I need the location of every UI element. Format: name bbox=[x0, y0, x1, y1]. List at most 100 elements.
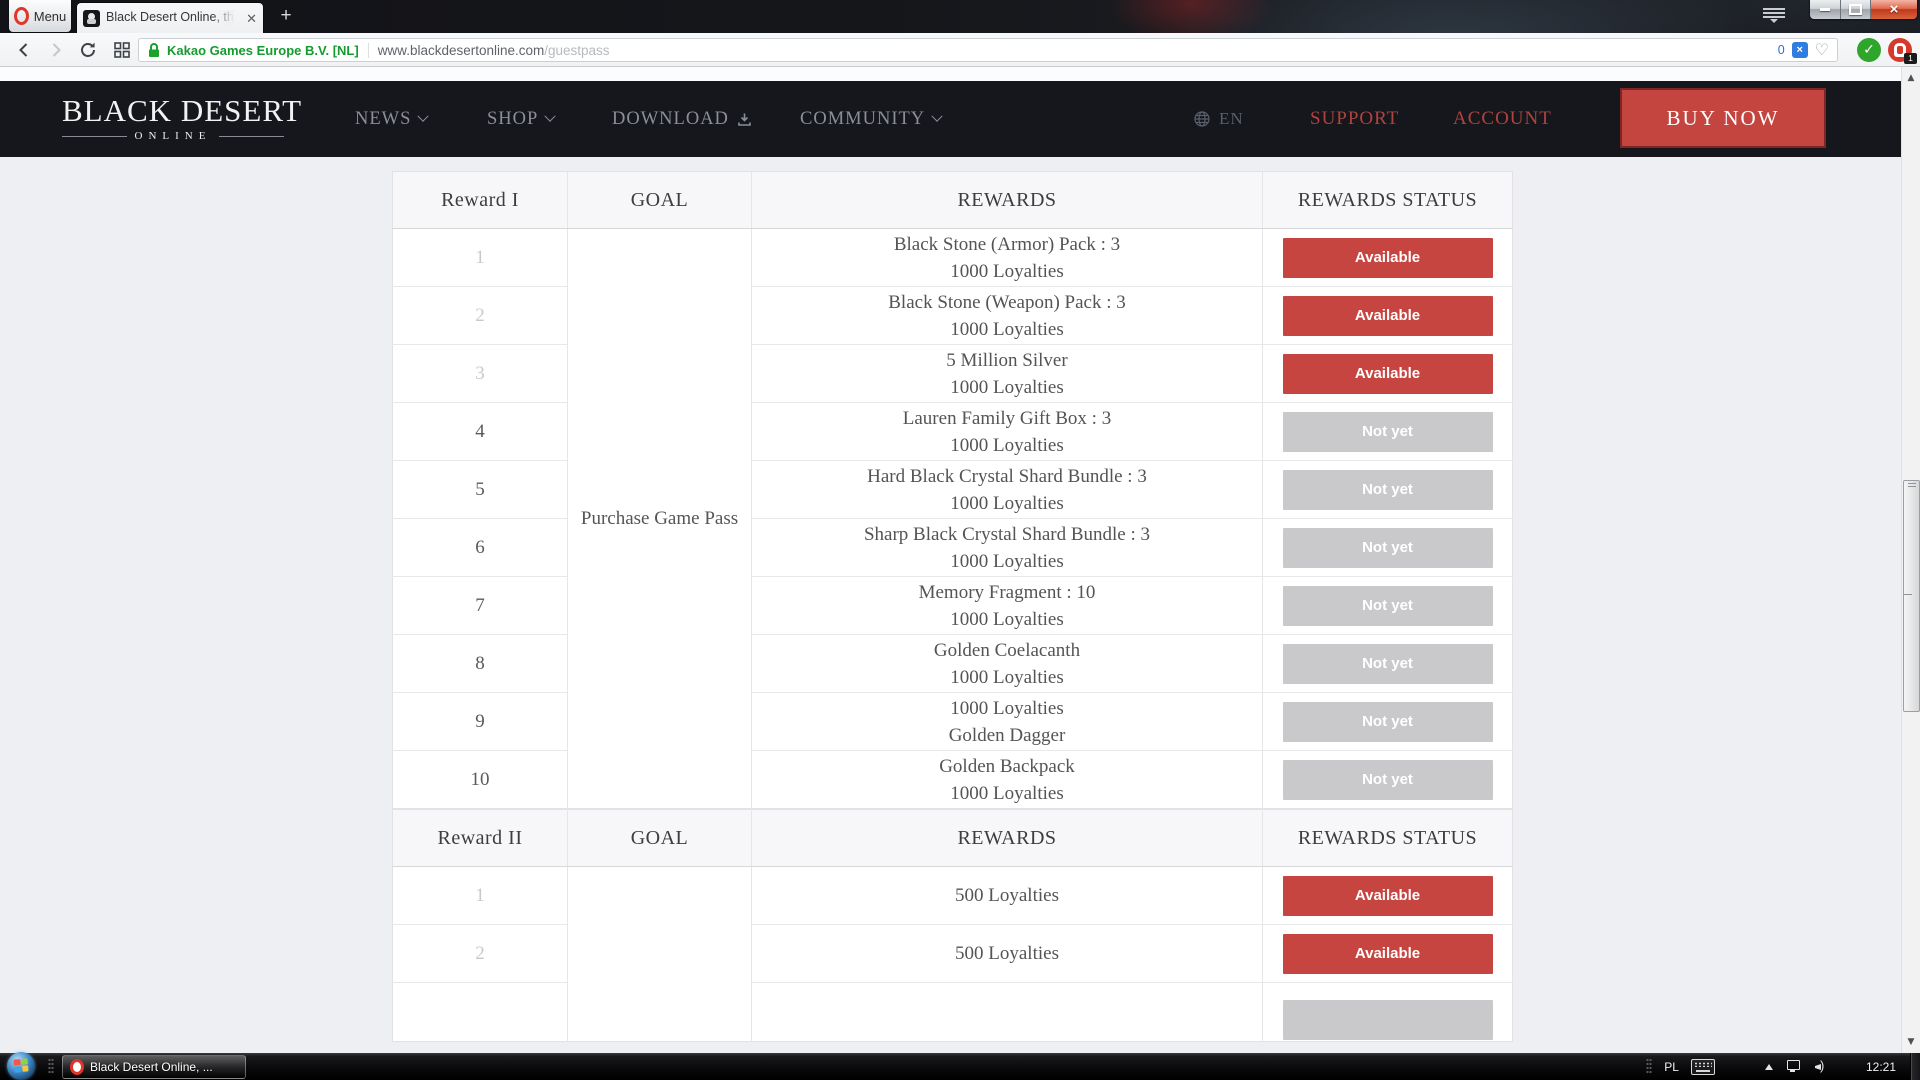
clock[interactable]: 12:21 bbox=[1865, 1059, 1896, 1074]
nav-account[interactable]: ACCOUNT bbox=[1453, 108, 1552, 129]
reward-line: Lauren Family Gift Box : 3 bbox=[902, 407, 1112, 429]
extension-stop-icon[interactable] bbox=[1888, 38, 1912, 62]
page-scrollbar[interactable]: ▲ ▼ bbox=[1901, 67, 1920, 1053]
address-divider bbox=[367, 42, 369, 58]
minimize-button[interactable] bbox=[1810, 0, 1841, 19]
volume-icon[interactable] bbox=[1812, 1058, 1828, 1074]
opera-icon bbox=[70, 1059, 84, 1075]
status-button[interactable]: Available bbox=[1282, 237, 1493, 278]
reward-line: Black Stone (Armor) Pack : 3 bbox=[893, 233, 1121, 255]
keyboard-icon[interactable] bbox=[1690, 1058, 1715, 1075]
reward-number: 1 bbox=[475, 246, 485, 268]
reward-line: Black Stone (Weapon) Pack : 3 bbox=[888, 291, 1126, 313]
reward-row: 1 Purchase Game Pass Black Stone (Armor) P… bbox=[393, 228, 1513, 809]
extension-check-icon[interactable]: ✓ bbox=[1857, 38, 1881, 62]
address-bar[interactable]: Kakao Games Europe B.V. [NL] www.blackde… bbox=[138, 38, 1838, 62]
security-label: Kakao Games Europe B.V. [NL] bbox=[167, 42, 359, 58]
url-path: /guestpass bbox=[544, 42, 610, 58]
status-button[interactable]: Not yet bbox=[1282, 643, 1493, 684]
tray-language[interactable]: PL bbox=[1664, 1059, 1679, 1074]
reward-line: 5 Million Silver bbox=[946, 349, 1068, 371]
tray-grip bbox=[1646, 1058, 1653, 1075]
nav-shop[interactable]: SHOP bbox=[487, 81, 556, 157]
network-icon[interactable] bbox=[1785, 1060, 1800, 1073]
reward-number: 4 bbox=[392, 402, 568, 461]
back-icon[interactable] bbox=[14, 40, 34, 60]
status-button[interactable]: Available bbox=[1282, 295, 1493, 336]
reward-row bbox=[392, 982, 1513, 1042]
reward-line: Hard Black Crystal Shard Bundle : 3 bbox=[867, 465, 1147, 487]
site-logo[interactable]: BLACK DESERT ONLINE bbox=[62, 93, 303, 142]
status-button[interactable]: Not yet bbox=[1282, 411, 1493, 452]
nav-support[interactable]: SUPPORT bbox=[1310, 108, 1400, 129]
reward-number: 3 bbox=[392, 344, 568, 403]
logo-line2: ONLINE bbox=[134, 130, 212, 142]
tab-menu-icon[interactable] bbox=[1761, 6, 1787, 24]
status-button[interactable]: Not yet bbox=[1282, 701, 1493, 742]
download-icon bbox=[738, 113, 751, 126]
status-cell: Not yet bbox=[1262, 634, 1513, 693]
buy-now-button[interactable]: BUY NOW bbox=[1620, 88, 1826, 148]
rewards-section: Reward I GOAL REWARDS REWARDS STATUS 1 Purcha… bbox=[0, 157, 1901, 1042]
status-button[interactable]: Available bbox=[1282, 353, 1493, 394]
reward-line: Golden Dagger bbox=[948, 724, 1066, 746]
page-top-strip bbox=[0, 67, 1901, 81]
reward-row: 5 Hard Black Crystal Shard Bundle : 3 1000… bbox=[392, 460, 1513, 519]
reward-row: 1 500 Loyalties Available bbox=[393, 866, 1513, 1042]
browser-tab[interactable]: Black Desert Online, the ne ✕ bbox=[77, 3, 263, 33]
close-button[interactable]: × bbox=[1871, 0, 1917, 19]
column-header: REWARDS bbox=[751, 171, 1263, 229]
system-tray: PL 12:21 bbox=[1646, 1053, 1910, 1080]
logo-line1: BLACK DESERT bbox=[62, 93, 303, 128]
reward-number: 6 bbox=[392, 518, 568, 577]
browser-toolbar: Kakao Games Europe B.V. [NL] www.blackde… bbox=[0, 33, 1920, 67]
maximize-button[interactable] bbox=[1841, 0, 1871, 19]
status-button[interactable]: Not yet bbox=[1282, 527, 1493, 568]
forward-icon[interactable] bbox=[46, 40, 66, 60]
column-header: REWARDS STATUS bbox=[1262, 809, 1513, 867]
reward-row: 9 1000 Loyalties Golden Dagger Not yet bbox=[392, 692, 1513, 751]
reward-line: 500 Loyalties bbox=[955, 943, 1059, 964]
status-button[interactable]: Not yet bbox=[1282, 469, 1493, 510]
scroll-up-icon[interactable]: ▲ bbox=[1907, 73, 1915, 83]
reward-cell: Lauren Family Gift Box : 3 1000 Loyalties bbox=[751, 402, 1263, 461]
scroll-down-icon[interactable]: ▼ bbox=[1907, 1037, 1915, 1047]
reward-line: 1000 Loyalties bbox=[950, 492, 1064, 514]
status-cell: Available bbox=[1262, 286, 1513, 345]
show-desktop-button[interactable] bbox=[1910, 1053, 1920, 1080]
status-cell: Available bbox=[1262, 228, 1513, 287]
reward-line: Golden Backpack bbox=[939, 755, 1075, 777]
rewards-table-1: Reward I GOAL REWARDS REWARDS STATUS 1 Purcha… bbox=[392, 171, 1513, 809]
nav-news[interactable]: NEWS bbox=[355, 81, 430, 157]
column-header: GOAL bbox=[567, 171, 752, 229]
taskbar-opera-button[interactable]: Black Desert Online, ... bbox=[62, 1055, 246, 1079]
tray-expand-icon[interactable] bbox=[1764, 1060, 1773, 1070]
new-tab-button[interactable]: + bbox=[280, 5, 292, 26]
status-button[interactable]: Available bbox=[1282, 875, 1493, 916]
rewards-table-2: Reward II GOAL REWARDS REWARDS STATUS 1 500 L… bbox=[392, 809, 1513, 1042]
start-button[interactable] bbox=[7, 1052, 35, 1080]
reward-line: Sharp Black Crystal Shard Bundle : 3 bbox=[863, 523, 1151, 545]
bookmark-heart-icon[interactable]: ♡ bbox=[1814, 40, 1829, 59]
status-button[interactable] bbox=[1282, 1000, 1493, 1040]
nav-download[interactable]: DOWNLOAD bbox=[612, 81, 752, 157]
status-button[interactable]: Not yet bbox=[1282, 585, 1493, 626]
status-cell: Not yet bbox=[1262, 576, 1513, 635]
nav-community[interactable]: COMMUNITY bbox=[800, 81, 943, 157]
status-button[interactable]: Available bbox=[1282, 933, 1493, 974]
status-cell: Not yet bbox=[1262, 750, 1513, 809]
status-cell: Not yet bbox=[1262, 518, 1513, 577]
adblock-shield-icon[interactable]: × bbox=[1791, 42, 1808, 58]
language-selector[interactable]: EN bbox=[1193, 81, 1244, 157]
tab-close-icon[interactable]: ✕ bbox=[246, 10, 257, 26]
reload-icon[interactable] bbox=[78, 40, 98, 60]
reward-row: 4 Lauren Family Gift Box : 3 1000 Loyaltie… bbox=[392, 402, 1513, 461]
reward-cell: 500 Loyalties bbox=[751, 924, 1263, 983]
scrollbar-thumb[interactable] bbox=[1903, 480, 1920, 712]
speed-dial-icon[interactable] bbox=[112, 40, 132, 60]
opera-menu-button[interactable]: Menu bbox=[9, 0, 71, 32]
status-cell: Available bbox=[1262, 866, 1513, 925]
status-button[interactable]: Not yet bbox=[1282, 759, 1493, 800]
reward-number: 9 bbox=[392, 692, 568, 751]
taskbar: Black Desert Online, ... PL 12:21 bbox=[0, 1052, 1920, 1080]
